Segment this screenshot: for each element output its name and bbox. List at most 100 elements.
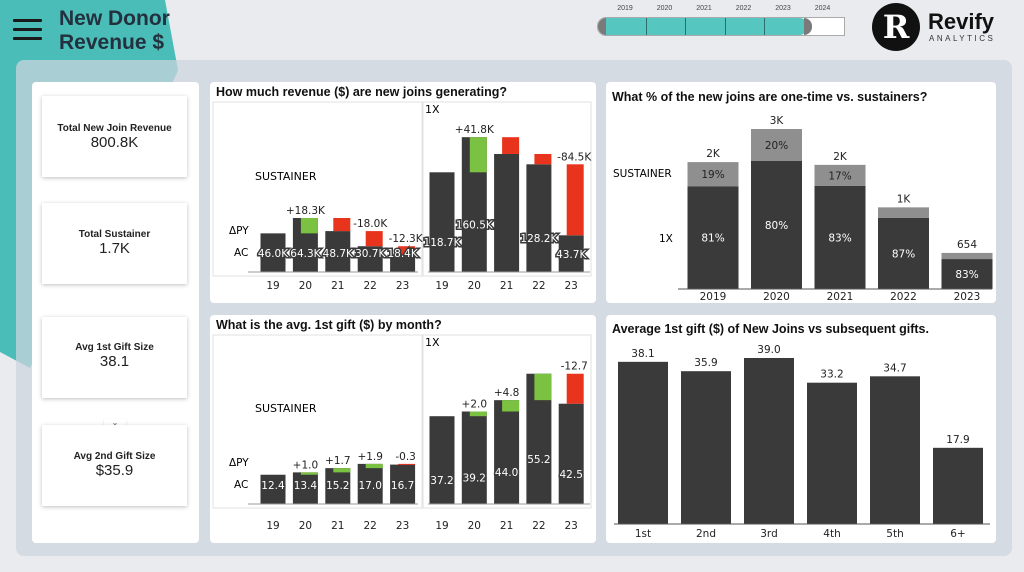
value-label: 48.7K: [323, 248, 354, 260]
kpi-label: Total Sustainer: [78, 229, 151, 240]
percent-label-1x: 83%: [955, 269, 978, 281]
chart-title: Average 1st gift ($) of New Joins vs sub…: [612, 322, 929, 336]
bar-1x: [687, 186, 739, 289]
series-label: 1X: [425, 336, 440, 349]
stacked-percent-chart: 81% 19% 2K 2019 80% 20% 3K 2020 83% 17% 2K 2021 87% 1…: [613, 115, 993, 303]
revenue-variance-panel: How much revenue ($) are new joins gener…: [210, 82, 596, 303]
chart-title: How much revenue ($) are new joins gener…: [216, 85, 508, 99]
avg-gift-variance-chart: SUSTAINER 12.4 19 +1.0 13.4 20 +1.7 15.2 21 +1.9 1…: [212, 334, 592, 532]
slicer-year-label[interactable]: 2024: [814, 5, 831, 12]
value-label: 44.0: [495, 467, 518, 479]
percent-label-1x: 81%: [701, 233, 724, 245]
x-tick-label: 5th: [886, 528, 903, 540]
kpi-label: Avg 1st Gift Size: [75, 342, 154, 353]
bar-ac: [260, 233, 286, 272]
series-label: 1X: [425, 103, 440, 116]
bar-ac: [494, 400, 520, 504]
x-tick-label: 23: [396, 280, 409, 292]
avg-gift-variance-panel: What is the avg. 1st gift ($) by month? …: [210, 315, 596, 543]
row-label-ac: AC: [234, 247, 248, 259]
value-label: 18.4K: [387, 248, 418, 260]
slicer-year-label[interactable]: 2021: [696, 5, 712, 12]
bar: [870, 376, 920, 524]
value-label: 37.2: [430, 475, 453, 487]
value-label: 39.0: [757, 344, 780, 356]
slicer-year-label[interactable]: 2020: [656, 5, 673, 12]
subchart-frame: [422, 101, 592, 277]
kpi-value: 800.8K: [90, 134, 139, 151]
kpi-panel: Total New Join Revenue 800.8K Total Susta…: [32, 82, 199, 543]
x-tick-label: 19: [266, 520, 279, 532]
page-title: New Donor Revenue $: [59, 7, 170, 55]
delta-label: +1.7: [325, 455, 351, 467]
value-label: 160.5K: [456, 220, 494, 232]
x-tick-label: 2022: [890, 291, 917, 303]
x-tick-label: 23: [565, 520, 578, 532]
x-tick-label: 2020: [763, 291, 790, 303]
bar-ac: [390, 256, 416, 272]
bar-ac: [558, 235, 584, 272]
x-tick-label: 2nd: [696, 528, 716, 540]
x-tick-label: 2023: [954, 291, 981, 303]
value-label: 64.3K: [290, 248, 321, 260]
chart-title: What is the avg. 1st gift ($) by month?: [216, 318, 442, 332]
percent-label-sustainer: 20%: [765, 140, 788, 152]
title-line: New Donor: [59, 7, 170, 30]
bar-sustainer: [687, 162, 739, 187]
bar-delta-negative: [398, 246, 416, 257]
value-label: 15.2: [326, 480, 349, 492]
onetime-vs-sustainer-panel: What % of the new joins are one-time vs.…: [606, 82, 996, 303]
bar-ac: [526, 164, 552, 272]
bar: [807, 382, 857, 524]
slicer-handle[interactable]: [598, 18, 606, 35]
bar-ac: [325, 468, 351, 504]
slicer-range[interactable]: [598, 18, 808, 35]
slicer-year-label[interactable]: 2019: [617, 5, 633, 12]
x-tick-label: 22: [532, 520, 545, 532]
x-tick-label: 4th: [823, 528, 840, 540]
x-tick-label: 1st: [635, 528, 651, 540]
bar-ac: [429, 416, 455, 504]
chevron-down-icon[interactable]: ⌄: [104, 419, 126, 429]
value-label: 33.2: [820, 369, 843, 381]
bar-delta-negative: [566, 373, 584, 404]
bar-delta-negative: [566, 164, 584, 236]
delta-label: -12.3K: [389, 233, 424, 245]
kpi-card-total-revenue: Total New Join Revenue 800.8K: [42, 96, 187, 177]
series-label: SUSTAINER: [255, 170, 317, 183]
value-label: 16.7: [391, 480, 414, 492]
year-slicer[interactable]: 2019 2020 2021 2022 2023 2024: [597, 5, 847, 37]
bar-delta-positive: [469, 137, 487, 173]
title-line: Revenue $: [59, 31, 165, 54]
bar-delta-positive: [333, 468, 351, 473]
x-tick-label: 22: [364, 280, 377, 292]
bar: [618, 361, 668, 524]
x-tick-label: 21: [500, 520, 513, 532]
percent-label-sustainer: 19%: [701, 169, 724, 181]
hamburger-icon[interactable]: [13, 19, 42, 41]
logo-mark: R: [872, 3, 920, 51]
slicer-year-label[interactable]: 2023: [775, 5, 791, 12]
slicer-year-label[interactable]: 2022: [735, 5, 752, 12]
value-label: 30.7K: [355, 248, 386, 260]
delta-label: +1.9: [357, 451, 383, 463]
bar-delta-positive: [365, 463, 383, 469]
bar-delta-positive: [300, 472, 318, 475]
percent-label-1x: 87%: [892, 248, 915, 260]
row-label-delta: ΔPY: [229, 457, 249, 469]
x-tick-label: 22: [532, 280, 545, 292]
value-label: 43.7K: [556, 249, 587, 261]
x-tick-label: 2021: [827, 291, 854, 303]
delta-label: +2.0: [462, 398, 488, 410]
row-label-ac: AC: [234, 479, 248, 491]
bar-sustainer: [814, 164, 866, 186]
bar-delta-negative: [398, 463, 416, 465]
bar-delta-positive: [300, 217, 318, 234]
bar-delta-positive: [502, 400, 520, 412]
chart-title: What % of the new joins are one-time vs.…: [612, 90, 928, 104]
bar-ac: [558, 403, 584, 504]
bar: [933, 447, 983, 524]
series-label: SUSTAINER: [255, 402, 317, 415]
slicer-handle[interactable]: [803, 18, 812, 35]
slicer-track[interactable]: [597, 17, 845, 36]
